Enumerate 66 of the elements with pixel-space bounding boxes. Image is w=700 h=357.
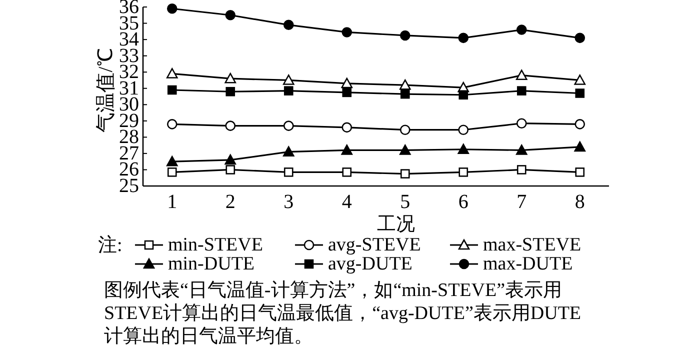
- point: [225, 120, 236, 131]
- x-tick-label: 4: [342, 191, 352, 213]
- point: [166, 3, 178, 14]
- point: [166, 68, 178, 78]
- point: [574, 119, 586, 130]
- x-tick-label: 6: [458, 191, 468, 213]
- legend-label: max-DUTE: [483, 254, 573, 274]
- point: [400, 169, 410, 178]
- point: [166, 119, 178, 130]
- point: [226, 165, 236, 174]
- point: [458, 90, 468, 100]
- point: [282, 74, 294, 85]
- point: [400, 124, 410, 136]
- point: [400, 30, 410, 41]
- point: [166, 156, 178, 166]
- point: [458, 32, 469, 44]
- legend-label: avg-DUTE: [328, 254, 412, 274]
- point: [458, 144, 470, 154]
- point: [516, 70, 528, 80]
- point: [516, 24, 527, 35]
- x-tick-label: 2: [225, 191, 236, 213]
- point: [458, 124, 469, 136]
- point: [574, 32, 586, 44]
- point: [575, 168, 585, 177]
- point: [283, 20, 294, 30]
- point: [341, 78, 353, 88]
- point: [458, 168, 468, 177]
- x-tick-label: 3: [284, 191, 294, 213]
- x-tick-label: 1: [167, 191, 178, 213]
- point: [342, 88, 352, 98]
- point: [167, 85, 177, 95]
- point: [342, 168, 352, 177]
- point: [516, 86, 526, 96]
- x-tick-label: 7: [516, 191, 527, 213]
- legend-label: avg-STEVE: [328, 234, 421, 256]
- point: [342, 27, 352, 38]
- y-tick-label: 25: [119, 175, 139, 197]
- point: [516, 144, 528, 155]
- legend-label: max-STEVE: [483, 234, 582, 256]
- point: [574, 141, 586, 152]
- point: [574, 74, 586, 85]
- point: [226, 86, 236, 96]
- point: [342, 122, 352, 133]
- point: [283, 120, 294, 131]
- legend-label: min-STEVE: [168, 234, 263, 256]
- legend-title: 注:: [98, 234, 122, 256]
- x-tick-label: 5: [400, 191, 410, 213]
- point: [224, 154, 236, 165]
- point: [224, 72, 236, 84]
- x-axis-title: 工况: [377, 214, 415, 235]
- point: [284, 168, 294, 177]
- point: [167, 168, 177, 177]
- point: [284, 86, 294, 96]
- y-axis-title: 气温值/℃: [95, 48, 117, 132]
- point: [225, 10, 236, 20]
- x-tick-label: 8: [574, 191, 585, 213]
- legend-label: min-DUTE: [168, 254, 255, 274]
- point: [516, 118, 527, 128]
- point: [341, 144, 353, 155]
- point: [400, 89, 410, 99]
- text: 图例代表“日气温值-计算方法”，如“min-STEVE”表示用STEVE计算出的日气温最低值，“avg-DUTE”表示用DUTE计算出的日气温平均值。: [104, 279, 582, 348]
- point: [575, 88, 585, 98]
- point: [399, 79, 411, 90]
- point: [399, 144, 411, 155]
- point: [282, 146, 294, 156]
- point: [516, 165, 526, 174]
